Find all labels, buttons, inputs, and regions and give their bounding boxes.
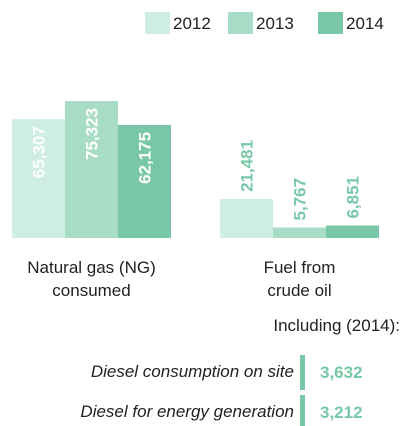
legend-swatch	[318, 12, 343, 34]
breakdown-value: 3,632	[320, 363, 363, 382]
annotation: Including (2014):	[273, 316, 400, 335]
legend-label: 2014	[346, 14, 384, 33]
value-label: 62,175	[136, 132, 155, 184]
legend-swatch	[228, 12, 253, 34]
bar	[12, 119, 65, 238]
legend-label: 2012	[173, 14, 211, 33]
bar	[65, 101, 118, 238]
breakdown-label: Diesel consumption on site	[90, 362, 294, 381]
value-label: 75,323	[83, 108, 102, 160]
value-label: 5,767	[291, 178, 310, 221]
breakdown-label: Diesel for energy generation	[80, 402, 294, 421]
value-label: 6,851	[344, 176, 363, 219]
category-label: Natural gas (NG) consumed	[27, 258, 156, 300]
bar	[273, 227, 326, 238]
value-label: 65,307	[30, 126, 49, 178]
bar	[118, 124, 171, 238]
legend-label: 2013	[256, 14, 294, 33]
breakdown-accent	[300, 355, 305, 390]
breakdown-accent	[300, 395, 305, 426]
bar	[220, 198, 273, 238]
legend-swatch	[145, 12, 170, 34]
bar	[326, 225, 379, 238]
breakdown-value: 3,212	[320, 403, 363, 422]
category-label: Fuel from crude oil	[263, 258, 336, 300]
value-label: 21,481	[238, 140, 257, 192]
